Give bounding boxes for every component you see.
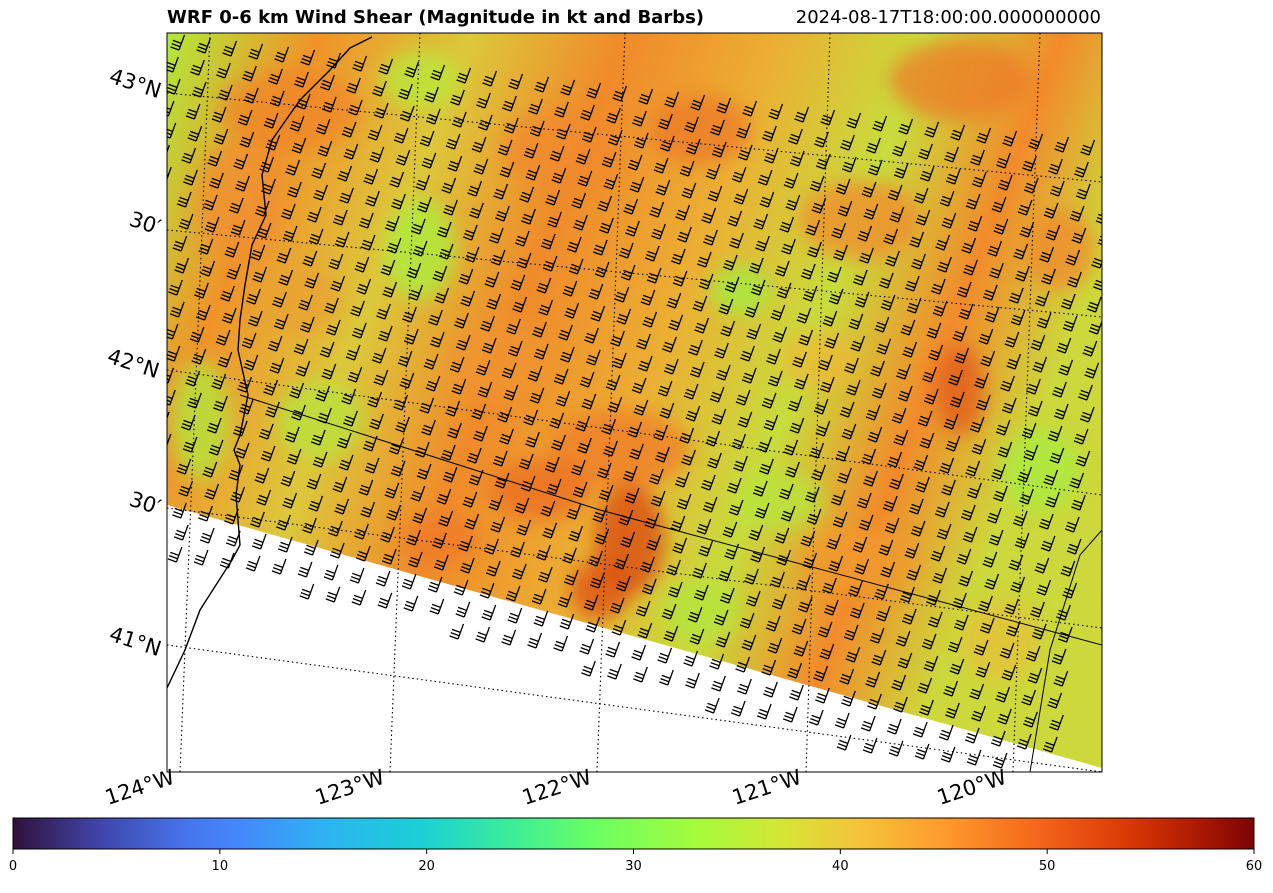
wind-barbs xyxy=(167,34,1102,769)
coastline xyxy=(167,36,1102,772)
colorbar-tick-label: 0 xyxy=(9,859,17,874)
colorbar-tick-label: 50 xyxy=(1039,859,1056,874)
colorbar-gradient xyxy=(12,817,1255,850)
colorbar-tick-label: 20 xyxy=(418,859,435,874)
lat-label: 43°N xyxy=(106,64,164,103)
colorbar-tick-label: 40 xyxy=(832,859,849,874)
lat-label: 42°N xyxy=(104,344,162,383)
map-timestamp: 2024-08-17T18:00:00.000000000 xyxy=(795,7,1101,28)
colorbar-tick-label: 60 xyxy=(1246,859,1263,874)
colorbar-tick-label: 10 xyxy=(212,859,229,874)
lat-label: 41°N xyxy=(106,622,164,661)
colorbar: 0 10 20 30 40 50 60 xyxy=(9,817,1263,874)
wind-shear-map: 43°N30′42°N30′41°N 124°W 123°W 122°W 121°W 1… xyxy=(102,32,1103,805)
lat-label: 30′ xyxy=(126,207,164,240)
map-title: WRF 0-6 km Wind Shear (Magnitude in kt a… xyxy=(167,7,705,28)
lon-label: 124°W xyxy=(102,765,177,805)
lat-label: 30′ xyxy=(126,487,164,520)
colorbar-tick-label: 30 xyxy=(625,859,642,874)
